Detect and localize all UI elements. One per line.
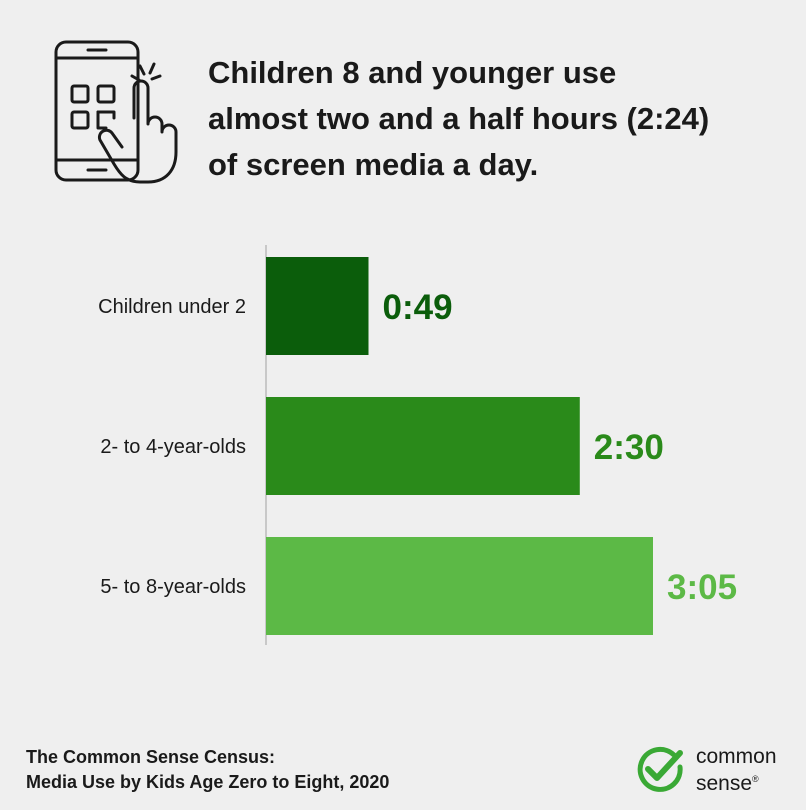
checkmark-circle-icon (637, 746, 683, 792)
bar (266, 397, 580, 495)
source-line-1: The Common Sense Census: (26, 747, 276, 767)
common-sense-logo: common sense® (636, 745, 806, 795)
data-label: 2:30 (594, 428, 664, 467)
logo-line-2-text: sense (696, 772, 753, 795)
bar (266, 537, 653, 635)
logo-line-2: sense® (696, 768, 777, 795)
registered-mark: ® (752, 774, 759, 784)
chart-title: Children 8 and younger use almost two an… (208, 50, 798, 188)
data-label: 3:05 (667, 568, 737, 607)
title-line-1: Children 8 and younger use (208, 55, 617, 90)
source-citation: The Common Sense Census: Media Use by Ki… (26, 745, 389, 795)
bar (266, 257, 369, 355)
source-line-2: Media Use by Kids Age Zero to Eight, 202… (26, 772, 390, 792)
category-label: Children under 2 (98, 296, 246, 318)
title-line-3: of screen media a day. (208, 147, 539, 182)
logo-line-1: common (696, 745, 777, 768)
title-line-2: almost two and a half hours (2:24) (208, 101, 710, 136)
category-label: 5- to 8-year-olds (100, 576, 246, 598)
bar-chart: Children under 2 0:49 2- to 4-year-olds 2:3… (98, 245, 737, 645)
logo-wordmark: common sense® (696, 745, 777, 795)
category-label: 2- to 4-year-olds (100, 436, 246, 458)
data-label: 0:49 (383, 288, 453, 327)
tablet-touch-icon (54, 40, 178, 184)
